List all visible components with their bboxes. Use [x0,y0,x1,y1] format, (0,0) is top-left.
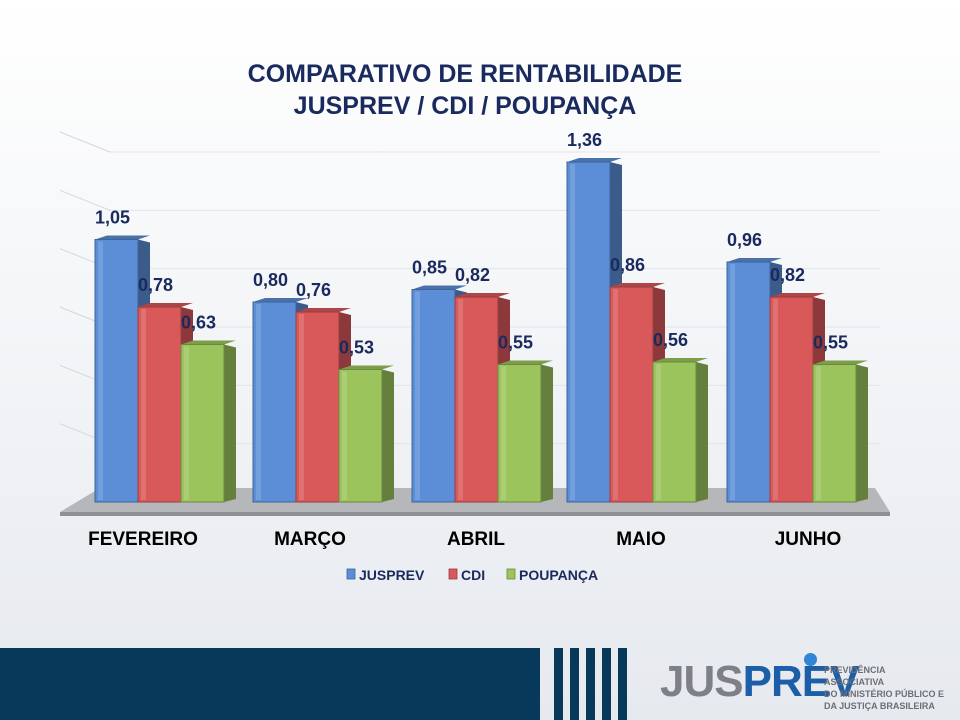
bar-top [339,365,394,370]
data-label: 0,82 [455,265,490,285]
chart-title-line-1: COMPARATIVO DE RENTABILIDADE [247,60,683,88]
bar-top [498,360,553,365]
bar-top [95,235,150,240]
bar-chart: 1,05 0,80 0,85 1,36 0,96 0,78 0,76 0,82 0,86 0,82… [59,130,890,583]
footer-stripe [586,648,595,720]
footer-stripe [554,648,563,720]
chart-title-line-2: JUSPREV / CDI / POUPANÇA [293,92,637,120]
data-label: 0,82 [770,265,805,285]
x-tick-label: MAIO [616,529,666,550]
logo-desc-line: PREVIDÊNCIA ASSOCIATIVA [824,665,886,687]
bar-highlight [415,291,420,500]
bar-highlight [570,164,575,500]
footer-stripe [602,648,611,720]
logo-prev: PREV [742,657,860,706]
bar-highlight [342,371,347,500]
bar-highlight [256,304,261,500]
x-tick-label: ABRIL [447,529,505,550]
x-tick-label: MARÇO [274,529,346,550]
bar-highlight [458,299,463,500]
bar-highlight [98,241,103,500]
bar-top [455,293,510,297]
data-label: 1,05 [95,208,130,228]
footer-stripe [570,648,579,720]
legend-swatch [506,568,516,580]
data-label: 0,55 [813,333,848,353]
bar-highlight [730,264,735,500]
data-label: 0,76 [296,280,331,300]
data-label: 0,55 [498,333,533,353]
x-tick-label: JUNHO [775,529,842,550]
data-label: 0,86 [610,255,645,275]
x-tick-label: FEVEREIRO [88,529,198,550]
legend-swatch [448,568,458,580]
bar-side [696,362,708,502]
bar-top [138,303,193,307]
bar-top [253,298,308,302]
bar-top [770,293,825,297]
bar-top [412,285,467,290]
bar-highlight [656,364,661,500]
jusprev-logo: JUSPREV PREVIDÊNCIA ASSOCIATIVA DO MINIS… [660,652,944,716]
gridline [59,131,111,153]
data-label: 0,53 [339,338,374,358]
logo-jus: JUS [660,657,744,706]
legend-label: CDI [461,567,485,583]
logo-dot-icon [804,653,817,666]
footer-stripe [618,648,627,720]
bar-side [382,369,394,502]
data-label: 0,56 [653,330,688,350]
bar-top [653,358,708,362]
footer-band [0,648,540,720]
data-label: 0,85 [412,258,447,278]
bar-top [727,258,782,262]
logo-desc-line: DA JUSTIÇA BRASILEIRA [824,701,935,711]
bar-top [610,283,665,287]
bar-side [856,364,868,502]
legend-label: POUPANÇA [519,567,598,583]
legend-swatch [346,568,356,580]
bar-highlight [816,366,821,500]
bar-top [296,308,351,312]
data-label: 0,80 [253,270,288,290]
bar-highlight [501,366,506,500]
logo-wordmark: JUSPREV [660,656,860,708]
bar-highlight [141,309,146,500]
logo-description: PREVIDÊNCIA ASSOCIATIVA DO MINISTÉRIO PÚ… [824,664,944,712]
bar-highlight [613,289,618,500]
bar-top [567,158,622,162]
data-label: 0,78 [138,275,173,295]
bar-highlight [773,299,778,500]
bar-highlight [299,314,304,500]
chart-floor-edge [60,512,890,516]
bar-side [224,344,236,502]
bar-top [181,340,236,345]
data-label: 0,63 [181,313,216,333]
bar-top [813,360,868,365]
bar-side [541,364,553,502]
bar-highlight [184,346,189,500]
logo-desc-line: DO MINISTÉRIO PÚBLICO E [824,689,945,699]
legend-label: JUSPREV [359,567,425,583]
gridline [59,189,111,211]
data-label: 1,36 [567,130,602,150]
data-label: 0,96 [727,230,762,250]
